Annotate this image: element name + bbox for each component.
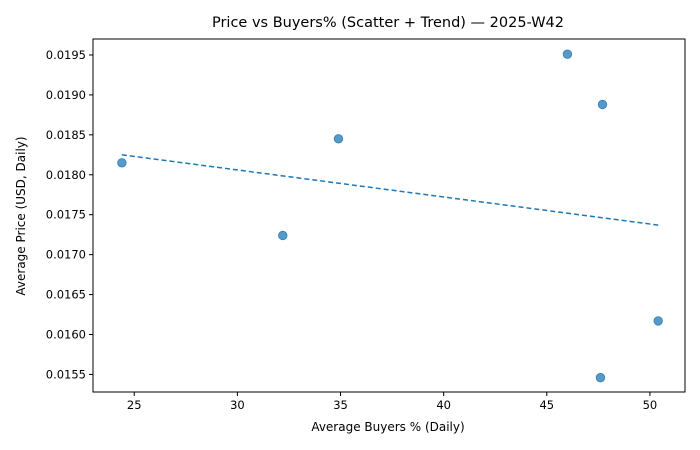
chart-title: Price vs Buyers% (Scatter + Trend) — 202… bbox=[212, 15, 564, 31]
x-tick-label: 40 bbox=[436, 398, 451, 412]
plot-frame bbox=[92, 38, 686, 393]
data-point-5 bbox=[597, 99, 608, 110]
x-tick-label: 45 bbox=[539, 398, 554, 412]
data-point-6 bbox=[595, 372, 606, 383]
x-tick-label: 30 bbox=[230, 398, 245, 412]
trend-line bbox=[121, 154, 659, 226]
data-point-2 bbox=[278, 230, 288, 241]
y-tick-label: 0.0170 bbox=[46, 248, 86, 262]
y-tick-label: 0.0155 bbox=[46, 367, 86, 381]
x-tick-label: 50 bbox=[643, 398, 658, 412]
y-tick-label: 0.0160 bbox=[46, 327, 86, 341]
y-tick-label: 0.0165 bbox=[46, 288, 86, 302]
plot-area: 25 30 35 40 45 50 0.0155 0.0160 0.0165 0.0170 0.01… bbox=[46, 38, 686, 412]
x-tick-label: 25 bbox=[127, 398, 142, 412]
data-point-7 bbox=[653, 316, 663, 326]
y-tick-label: 0.0190 bbox=[46, 88, 86, 102]
x-axis-label: Average Buyers % (Daily) bbox=[311, 420, 464, 434]
y-tick-label: 0.0175 bbox=[46, 208, 86, 222]
y-tick-label: 0.0185 bbox=[46, 128, 86, 142]
y-tick-label: 0.0195 bbox=[46, 48, 86, 62]
data-point-1 bbox=[117, 158, 127, 168]
y-axis-label: Average Price (USD, Daily) bbox=[14, 136, 28, 295]
data-point-4 bbox=[562, 49, 573, 59]
data-point-3 bbox=[333, 134, 344, 144]
y-tick-label: 0.0180 bbox=[46, 168, 86, 182]
x-tick-label: 35 bbox=[333, 398, 348, 412]
